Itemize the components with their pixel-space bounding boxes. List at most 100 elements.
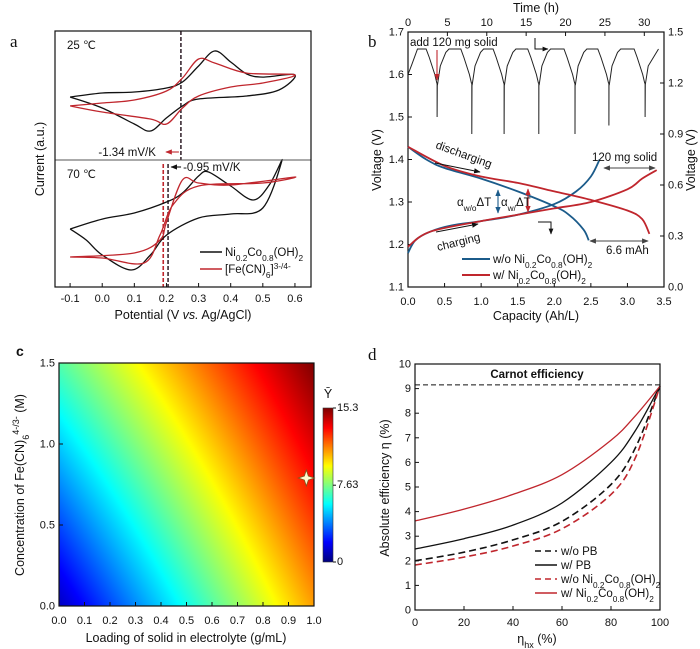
right-axis-indicator-arrow (534, 38, 549, 52)
colorbar-tick-label: 0 (337, 556, 343, 568)
legend-entry-part: 2 (581, 277, 586, 286)
charging-arrow (435, 222, 479, 233)
legend-entry-part: w/ PB (560, 560, 591, 572)
panel-b-letter: b (368, 32, 377, 51)
cv-curve-25c-ferricyanide (69, 57, 296, 126)
legend-entry-part: w/o Ni (560, 574, 593, 586)
efficiency-curve-w-pb (414, 385, 661, 550)
alpha-wo-label-part: α (457, 197, 464, 209)
charging-label: charging (436, 232, 482, 254)
panel-c-y-axis-label-part: 6 (21, 435, 31, 440)
panel-d-y-tick-label: 0 (405, 605, 411, 617)
discharging-label: discharging (434, 140, 493, 171)
panel-b-x-axis-label: Capacity (Ah/L) (493, 309, 579, 323)
panel-a-x-axis-label-part: Potential (V (115, 308, 183, 322)
legend-entry-part: (OH) (624, 588, 649, 600)
panel-a-x-tick-label: 0.2 (159, 293, 174, 305)
panel-a-frame (54, 30, 312, 288)
legend-entry-part: 2 (299, 254, 304, 263)
legend-entry-part: 0.2 (593, 581, 605, 590)
panel-b-y-left-tick-label: 1.6 (389, 69, 404, 81)
legend-entry: w/o Ni0.2Co0.8(OH)2 (560, 574, 661, 590)
legend-entry-part: 0.8 (262, 254, 274, 263)
panel-b-y-right-tick-label: 1.2 (668, 78, 683, 90)
panel-d-x-axis-label-part: (%) (534, 632, 557, 646)
panel-c-x-tick-label: 0.0 (51, 615, 66, 627)
legend-entry: w/o PB (560, 546, 598, 558)
cv-curve-25c-ni-co-hydroxide (69, 50, 296, 132)
panel-b-x-tick-label: 2.0 (547, 296, 562, 308)
panel-b-x-tick-label: 3.5 (656, 296, 671, 308)
alpha-w-label: αw/ΔT (501, 197, 531, 213)
panel-d-x-axis-label: ηhx (%) (517, 632, 556, 649)
panel-a-cv-chart: 25 ℃ 70 ℃ -0.1 0.0 0.1 0.2 0.3 0.4 0.5 0.6 -1.34 m… (33, 30, 312, 322)
panel-b-x-tick-label: 1.5 (510, 296, 525, 308)
legend-entry-part: 0.8 (551, 261, 563, 270)
panel-b-y-left-tick-label: 1.5 (389, 112, 404, 124)
black-shift-label: -0.95 mV/K (183, 162, 241, 174)
panel-c-y-axis-label-part: Concentration of Fe(CN) (13, 440, 27, 576)
panel-a-x-axis-label-part: vs. (183, 308, 199, 322)
panel-b-y-right-tick-label: 0.0 (668, 282, 683, 294)
panel-a-x-tick-label: 0.3 (191, 293, 206, 305)
panel-d-frame (414, 363, 661, 611)
carnot-efficiency-label: Carnot efficiency (490, 369, 584, 381)
panel-c-x-tick-label: 0.6 (204, 615, 219, 627)
panel-d-x-tick-label: 20 (458, 617, 470, 629)
colorbar-title: Ȳ (324, 387, 333, 401)
efficiency-curve-w-o-ni0-2co0-8-oh-2 (414, 385, 661, 566)
colorbar-tick-label: 7.63 (337, 479, 358, 491)
heatmap-surface (59, 363, 314, 606)
panel-d-y-tick-label: 1 (405, 580, 411, 592)
optimum-star-marker (297, 468, 316, 488)
temperature-label-25c: 25 ℃ (67, 40, 96, 52)
panel-b-x-tick-label: 2.5 (583, 296, 598, 308)
panel-d-y-axis-label: Absolute efficiency η (%) (378, 419, 392, 556)
panel-c-x-tick-label: 0.7 (230, 615, 245, 627)
panel-b-time-tick-label: 30 (638, 17, 650, 29)
legend-entry-part: 0.2 (236, 254, 248, 263)
panel-a-x-tick-label: 0.5 (255, 293, 270, 305)
panel-b-y-right-tick-label: 0.3 (668, 231, 683, 243)
panel-a-x-axis-label: Potential (V vs. Ag/AgCl) (115, 308, 252, 322)
panel-b-x-tick-label: 0.0 (400, 296, 415, 308)
legend-entry-part: ] (271, 264, 274, 276)
panel-d-x-axis-label-part: η (517, 632, 524, 646)
legend-entry: w/o Ni0.2Co0.8(OH)2 (492, 254, 593, 270)
panel-c-y-tick-label: 0.0 (40, 601, 55, 613)
legend-entry-part: Ni (225, 247, 236, 259)
legend-entry-part: 0.8 (619, 581, 631, 590)
panel-c-y-axis-label: Concentration of Fe(CN)64-/3- (M) (11, 394, 31, 576)
panel-d-x-tick-label: 0 (412, 617, 418, 629)
panel-c-y-axis-label-part: 4-/3- (11, 416, 21, 435)
capacity-gain-label: 6.6 mAh (606, 245, 649, 257)
panel-d-y-tick-label: 5 (405, 482, 411, 494)
panel-b-charge-discharge-chart: 0.0 0.5 1.0 1.5 2.0 2.5 3.0 3.5 0 5 10 15 20 25 30 1.1 1… (370, 1, 698, 323)
legend-entry-part: 0.8 (545, 277, 557, 286)
panel-c-x-tick-label: 0.4 (153, 615, 168, 627)
panel-b-time-tick-label: 10 (481, 17, 493, 29)
panel-c-y-axis-label-part: (M) (13, 394, 27, 416)
panel-a-x-tick-label: 0.0 (95, 293, 110, 305)
panel-a-x-tick-label: 0.1 (127, 293, 142, 305)
legend-entry: w/ Ni0.2Co0.8(OH)2 (492, 270, 586, 286)
voltage-time-trace (407, 48, 659, 135)
legend-entry-part: w/o PB (560, 546, 598, 558)
legend-entry-part: 3-/4- (274, 262, 291, 271)
panel-b-time-tick-label: 15 (520, 17, 532, 29)
legend-entry-part: 0.2 (587, 595, 599, 604)
panel-c-x-tick-label: 0.3 (128, 615, 143, 627)
legend-entry-part: Co (536, 254, 551, 266)
temperature-label-70c: 70 ℃ (67, 169, 96, 181)
panel-d-x-tick-label: 100 (651, 617, 669, 629)
panel-c-y-tick-label: 0.5 (40, 520, 55, 532)
panel-c-x-axis-label: Loading of solid in electrolyte (g/mL) (86, 631, 287, 645)
efficiency-curve-w-o-pb (414, 385, 661, 562)
panel-c-x-tick-label: 1.0 (306, 615, 321, 627)
panel-b-left-axis-label: Voltage (V) (370, 129, 384, 191)
panel-d-y-tick-label: 2 (405, 555, 411, 567)
cv-curve-70c-ni-co-hydroxide (69, 159, 283, 271)
panel-b-y-right-tick-label: 0.6 (668, 180, 683, 192)
panel-b-time-tick-label: 25 (599, 17, 611, 29)
